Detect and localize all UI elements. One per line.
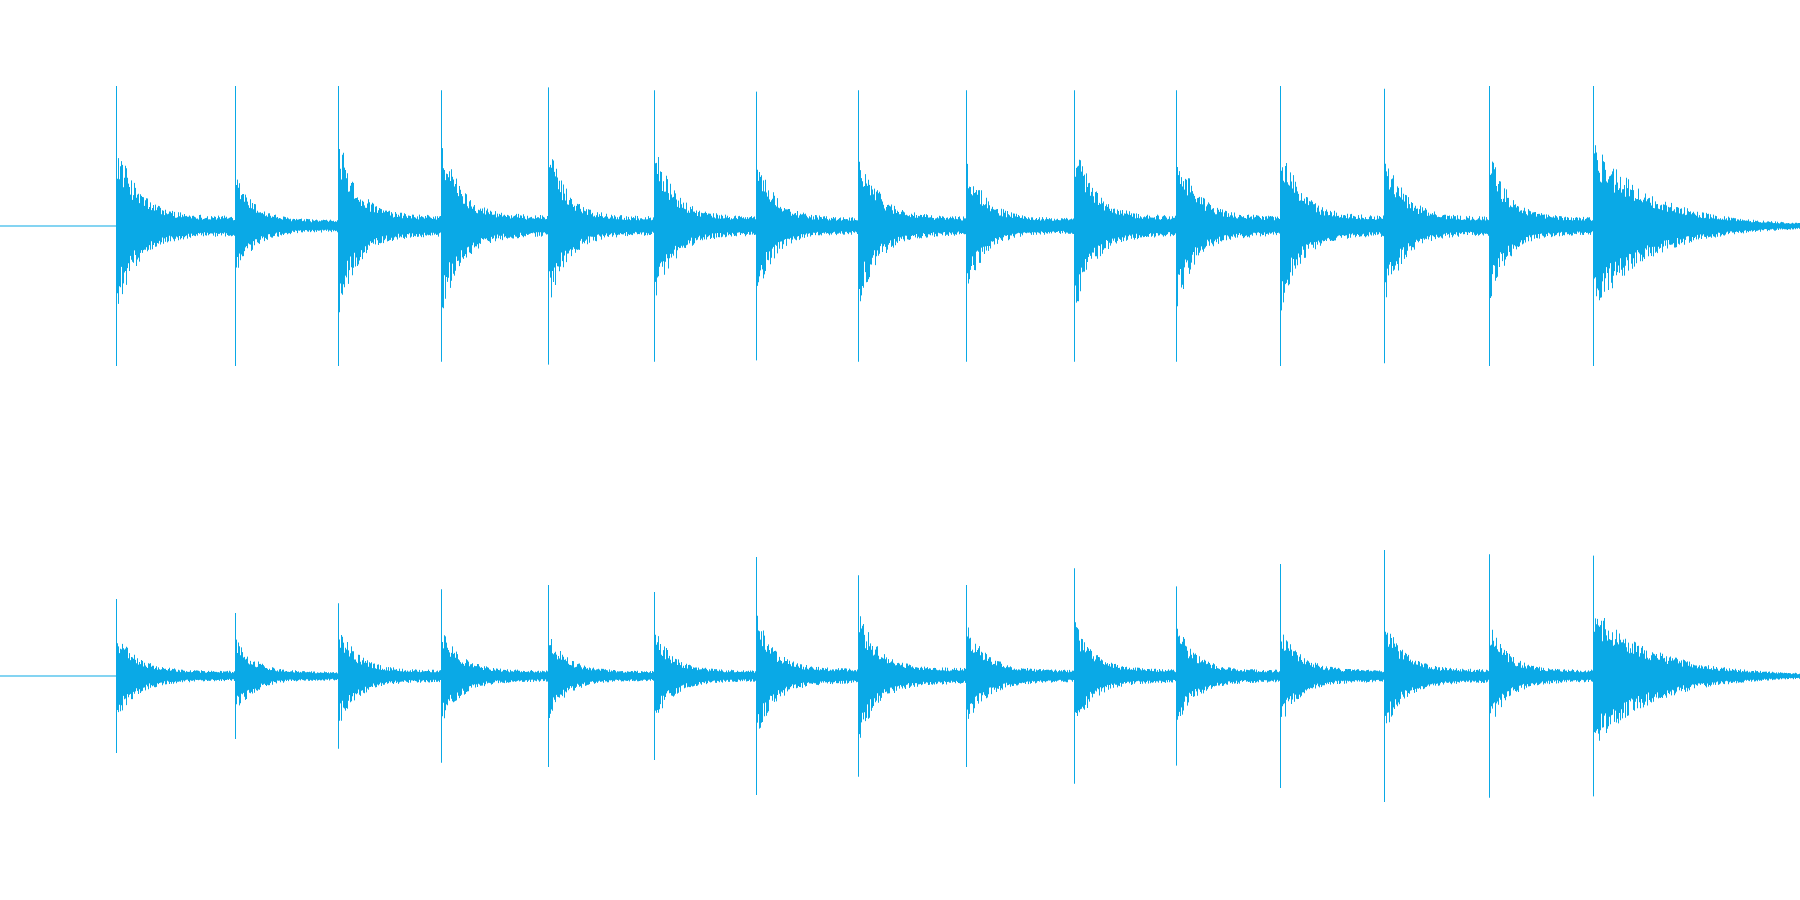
waveform-channel-bottom[interactable] — [0, 550, 1800, 802]
waveform-channel-top[interactable] — [0, 86, 1800, 366]
